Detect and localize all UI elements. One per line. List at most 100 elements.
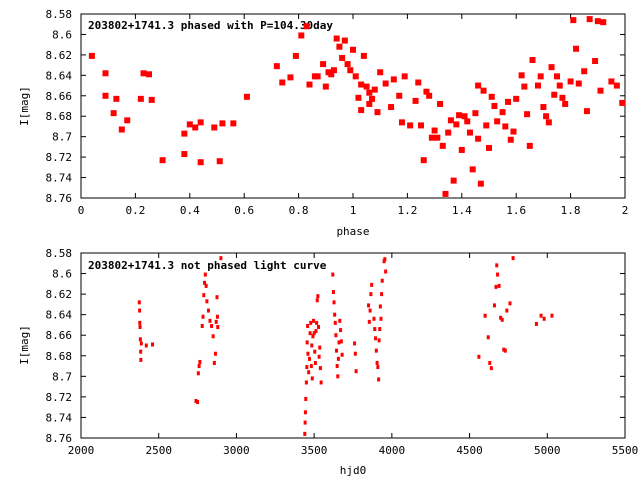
x-tick-label: 5500 <box>612 444 639 457</box>
x-tick-label: 2000 <box>68 444 95 457</box>
data-point <box>307 370 311 375</box>
data-point <box>554 73 560 80</box>
data-point <box>306 351 310 356</box>
data-point <box>304 396 308 401</box>
data-point <box>352 73 359 80</box>
data-point <box>483 313 487 318</box>
data-point <box>374 348 378 353</box>
data-point <box>305 340 309 345</box>
data-point <box>340 352 344 357</box>
axis-ticks: 2000 2500 3000 3500 4000 4500 5000 55008.588.68… <box>46 247 639 457</box>
data-point <box>511 256 515 261</box>
data-point <box>203 272 207 277</box>
data-point <box>309 320 313 325</box>
data-point <box>303 410 307 415</box>
data-point <box>567 78 574 85</box>
data-point <box>508 301 512 306</box>
data-point <box>373 327 377 332</box>
data-point <box>390 76 397 83</box>
data-point <box>486 144 492 151</box>
data-point <box>475 82 482 89</box>
data-point <box>358 107 365 114</box>
data-point <box>333 35 340 42</box>
data-point <box>312 331 316 336</box>
data-point <box>279 79 286 86</box>
data-point <box>581 68 588 75</box>
y-tick-label: 8.72 <box>46 151 73 164</box>
data-point <box>494 284 498 289</box>
data-point <box>159 157 166 164</box>
y-tick-label: 8.58 <box>46 8 73 21</box>
data-point <box>328 71 335 78</box>
data-point <box>198 359 202 364</box>
data-point <box>412 97 419 104</box>
y-tick-label: 8.76 <box>46 192 73 205</box>
data-point <box>314 73 321 80</box>
y-tick-label: 8.74 <box>46 411 73 424</box>
y-tick-label: 8.6 <box>52 28 72 41</box>
data-point <box>539 313 543 318</box>
data-point <box>243 93 250 100</box>
data-point <box>466 129 473 136</box>
data-point <box>371 86 378 93</box>
chart-title: 203802+1741.3 phased with P=104.30day <box>88 19 333 32</box>
data-point <box>477 354 481 359</box>
x-tick-label: 2 <box>622 204 629 217</box>
data-point <box>202 293 206 298</box>
data-point <box>363 83 370 90</box>
data-point <box>273 63 280 70</box>
data-point <box>146 71 152 78</box>
data-point <box>292 52 299 59</box>
data-point <box>367 319 371 324</box>
x-tick-label: 4500 <box>456 444 483 457</box>
data-point <box>382 80 389 87</box>
data-point <box>347 67 354 74</box>
data-point <box>333 320 337 325</box>
data-point <box>374 336 378 341</box>
data-point <box>437 100 444 107</box>
data-point <box>382 259 386 264</box>
data-point <box>372 316 376 321</box>
y-tick-label: 8.6 <box>52 268 72 281</box>
data-point <box>344 61 351 68</box>
data-point <box>339 54 346 61</box>
y-tick-label: 8.64 <box>46 69 73 82</box>
data-point <box>353 341 357 346</box>
data-point <box>396 92 403 99</box>
data-point <box>464 118 471 125</box>
data-point <box>341 37 348 44</box>
x-tick-label: 1 <box>350 204 357 217</box>
data-point <box>138 337 142 342</box>
data-point <box>480 87 487 94</box>
data-point <box>461 113 468 120</box>
data-point <box>534 321 538 326</box>
data-point <box>486 335 490 340</box>
data-point <box>597 87 604 94</box>
data-point <box>208 318 212 323</box>
data-point <box>510 128 517 135</box>
data-point <box>203 280 207 285</box>
data-point <box>110 110 117 117</box>
data-point <box>439 142 446 149</box>
x-tick-label: 1.6 <box>506 204 526 217</box>
data-point <box>213 351 217 356</box>
data-point <box>200 323 204 328</box>
data-point <box>502 347 506 352</box>
axis-ticks: 0 0.2 0.4 0.6 0.8 1 1.2 1.4 1.6 1.8 2 8.58 8.6 8.62 8.… <box>46 8 629 217</box>
data-point <box>366 100 373 107</box>
data-point <box>442 190 449 197</box>
data-point <box>205 299 209 304</box>
data-point <box>491 103 498 109</box>
data-point <box>88 52 95 59</box>
data-point <box>354 369 358 374</box>
data-point <box>550 313 554 318</box>
data-point <box>306 81 313 88</box>
data-point <box>313 349 317 354</box>
data-point <box>303 431 307 436</box>
data-point <box>310 376 314 381</box>
data-point <box>336 43 343 50</box>
data-point <box>608 78 615 85</box>
data-point <box>192 124 199 131</box>
data-point <box>401 73 408 80</box>
data-point <box>350 46 356 53</box>
